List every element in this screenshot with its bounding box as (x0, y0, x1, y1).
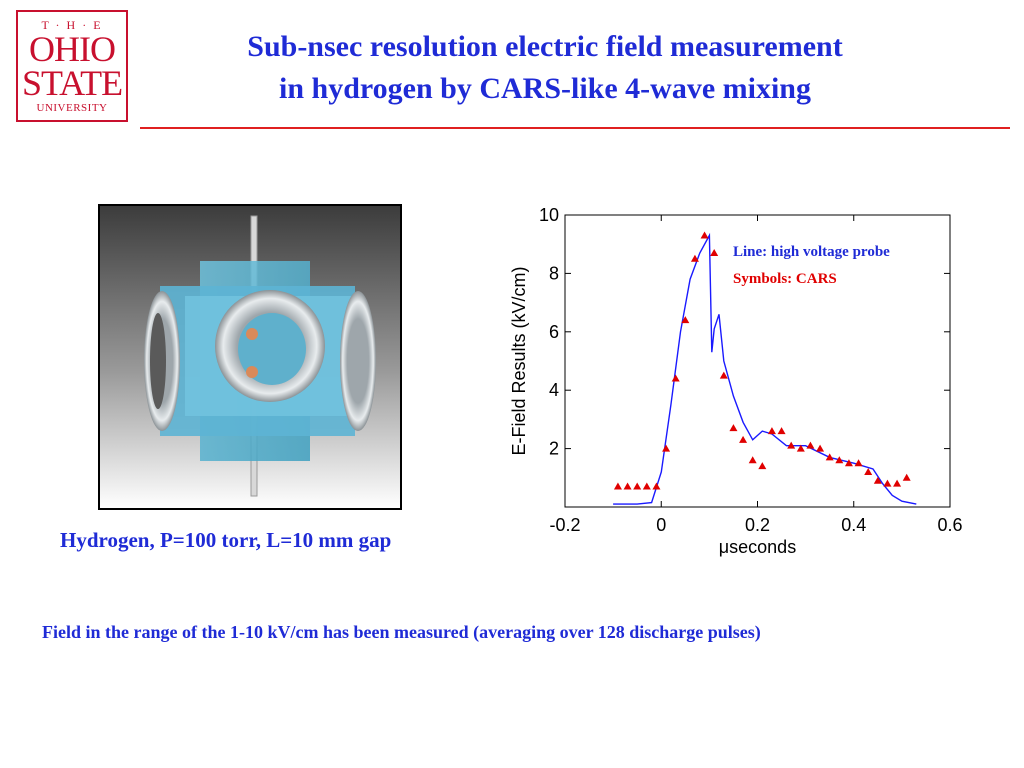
cars-data-point (777, 427, 786, 435)
cars-data-point (681, 316, 690, 324)
x-axis-label: μseconds (719, 537, 796, 557)
x-tick-label: 0 (656, 515, 666, 535)
logo-state-text: STATE (21, 63, 123, 103)
cars-data-point (864, 467, 873, 475)
photo-caption: Hydrogen, P=100 torr, L=10 mm gap (60, 528, 392, 552)
cars-data-point (719, 371, 728, 379)
footer-note: Field in the range of the 1-10 kV/cm has… (42, 622, 761, 642)
cars-data-point (633, 482, 642, 490)
x-tick-label: 0.6 (937, 515, 962, 535)
cars-data-point (806, 441, 815, 449)
cars-data-point (739, 435, 748, 443)
cars-data-point (690, 254, 699, 262)
y-tick-label: 4 (549, 380, 559, 400)
cars-data-point (758, 462, 767, 470)
y-tick-label: 8 (549, 263, 559, 283)
cars-data-point (671, 374, 680, 382)
x-tick-label: -0.2 (549, 515, 580, 535)
cars-data-point (652, 482, 661, 490)
cars-data-point (700, 231, 709, 239)
discharge-cell-image (98, 204, 402, 510)
y-axis-label: E-Field Results (kV/cm) (509, 266, 529, 455)
e-field-chart: -0.2 0 0.2 0.4 0.6 2 4 6 8 10 μseconds E-Field Re… (509, 205, 963, 557)
cars-data-point (893, 479, 902, 487)
logo-ohio-text: OHIO (29, 29, 116, 69)
cars-data-point (854, 459, 863, 467)
cars-data-point (873, 476, 882, 484)
legend-symbols-label: Symbols: CARS (733, 271, 837, 287)
x-tick-label: 0.4 (841, 515, 866, 535)
logo-the-text: T · H · E (41, 18, 103, 32)
cars-data-point (883, 479, 892, 487)
cars-data-point (835, 456, 844, 464)
cars-data-point (748, 456, 757, 464)
cars-data-point (902, 473, 911, 481)
y-tick-label: 6 (549, 322, 559, 342)
cars-data-point (710, 248, 719, 256)
cars-data-point (796, 444, 805, 452)
legend-line-label: Line: high voltage probe (733, 244, 890, 260)
logo-university-text: UNIVERSITY (36, 102, 108, 114)
discharge-cell-illustration (100, 206, 400, 508)
x-tick-label: 0.2 (745, 515, 770, 535)
cars-data-point (623, 482, 632, 490)
y-tick-label: 2 (549, 439, 559, 459)
slide-title-line-2: in hydrogen by CARS-like 4-wave mixing (278, 72, 811, 105)
slide-title-line-1: Sub-nsec resolution electric field measu… (247, 30, 843, 63)
cars-data-point (816, 444, 825, 452)
cars-data-point (642, 482, 651, 490)
cars-data-point (844, 459, 853, 467)
cars-data-point (825, 453, 834, 461)
osu-logo: T · H · E OHIO STATE UNIVERSITY (16, 10, 128, 122)
cars-data-point (767, 427, 776, 435)
y-tick-label: 10 (539, 205, 559, 225)
title-divider (140, 127, 1010, 129)
cars-data-point (613, 482, 622, 490)
cars-data-point (729, 424, 738, 432)
cars-data-point (662, 444, 671, 452)
cars-data-point (787, 441, 796, 449)
